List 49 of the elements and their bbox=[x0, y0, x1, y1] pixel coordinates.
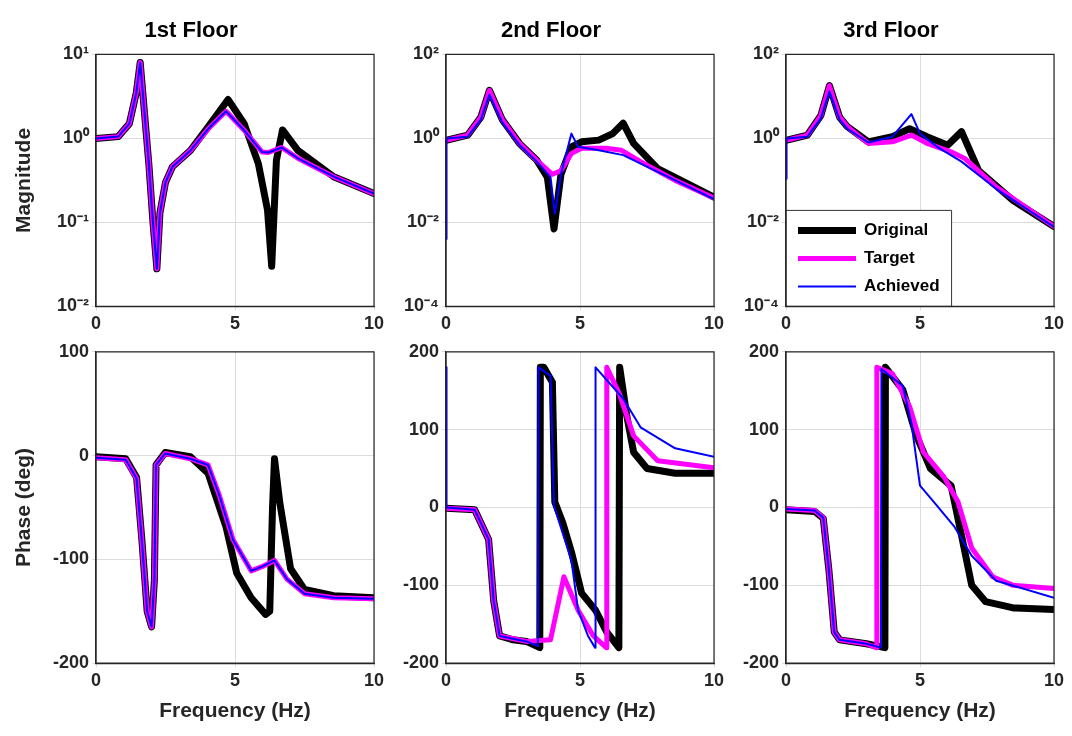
y-tick-label: 0 bbox=[768, 496, 779, 517]
y-tick-label: 10⁻² bbox=[746, 211, 780, 232]
y-tick-label: 10⁰ bbox=[62, 127, 90, 148]
y-tick-label: -100 bbox=[742, 574, 779, 595]
y-tick-label: -200 bbox=[402, 652, 439, 673]
y-tick-label: 200 bbox=[748, 340, 779, 361]
y-tick-label: 10⁻² bbox=[56, 295, 90, 316]
x-tick-label: 10 bbox=[703, 313, 725, 334]
y-tick-label: 100 bbox=[58, 340, 89, 361]
x-axis-title: Frequency (Hz) bbox=[844, 698, 996, 722]
legend-label: Original bbox=[864, 220, 929, 240]
x-tick-label: 5 bbox=[229, 313, 241, 334]
chart-title: 3rd Floor bbox=[843, 17, 940, 43]
legend-label: Achieved bbox=[864, 276, 940, 296]
y-tick-label: -100 bbox=[52, 548, 89, 569]
x-tick-label: 5 bbox=[574, 313, 586, 334]
y-tick-label: -200 bbox=[742, 652, 779, 673]
y-tick-label: 10⁻² bbox=[406, 211, 440, 232]
y-tick-label: 10² bbox=[752, 43, 780, 64]
y-tick-label: 10⁻¹ bbox=[56, 211, 90, 232]
x-axis-title: Frequency (Hz) bbox=[504, 698, 656, 722]
x-tick-label: 10 bbox=[1043, 669, 1065, 690]
y-axis-title: Phase (deg) bbox=[11, 447, 35, 568]
y-tick-label: 200 bbox=[408, 340, 439, 361]
x-tick-label: 10 bbox=[363, 313, 385, 334]
y-tick-label: 0 bbox=[78, 444, 89, 465]
y-tick-label: 10² bbox=[412, 43, 440, 64]
x-tick-label: 5 bbox=[914, 669, 926, 690]
x-tick-label: 5 bbox=[574, 669, 586, 690]
y-tick-label: 10⁻⁴ bbox=[404, 295, 439, 316]
y-tick-label: 10⁰ bbox=[412, 127, 440, 148]
x-tick-label: 10 bbox=[703, 669, 725, 690]
x-axis-title: Frequency (Hz) bbox=[159, 698, 311, 722]
y-axis-title: Magnitude bbox=[11, 127, 35, 233]
y-tick-label: 10⁻⁴ bbox=[744, 295, 779, 316]
x-tick-label: 10 bbox=[1043, 313, 1065, 334]
y-tick-label: -200 bbox=[52, 652, 89, 673]
x-tick-label: 5 bbox=[229, 669, 241, 690]
y-tick-label: -100 bbox=[402, 574, 439, 595]
y-tick-label: 100 bbox=[748, 418, 779, 439]
chart-title: 2nd Floor bbox=[500, 17, 602, 43]
y-tick-label: 0 bbox=[428, 496, 439, 517]
chart-title: 1st Floor bbox=[144, 17, 238, 43]
x-tick-label: 5 bbox=[914, 313, 926, 334]
legend-label: Target bbox=[864, 248, 916, 268]
y-tick-label: 10⁰ bbox=[752, 127, 780, 148]
y-tick-label: 10¹ bbox=[62, 43, 90, 64]
x-tick-label: 10 bbox=[363, 669, 385, 690]
y-tick-label: 100 bbox=[408, 418, 439, 439]
